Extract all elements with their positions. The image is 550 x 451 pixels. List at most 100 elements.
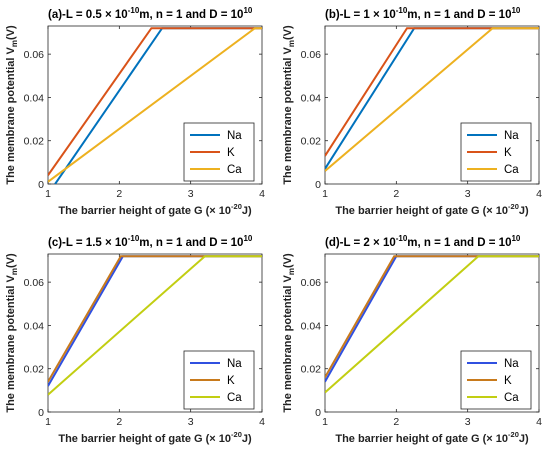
- y-tick-label: 0.02: [301, 136, 322, 148]
- x-axis-label: The barrier height of gate G (× 10-20J): [335, 202, 529, 217]
- title-rest: m, n = 1 and D = 10: [139, 237, 243, 249]
- title-rest: m, n = 1 and D = 10: [407, 9, 511, 21]
- x-axis-label: The barrier height of gate G (× 10-20J): [58, 202, 252, 217]
- legend-label-k: K: [227, 375, 235, 387]
- y-tick-label: 0.04: [301, 320, 322, 332]
- x-tick-label: 2: [393, 416, 399, 428]
- x-axis-label: The barrier height of gate G (× 10-20J): [58, 430, 252, 445]
- y-axis-label: The membrane potential Vm(V): [282, 25, 296, 185]
- legend-label-k: K: [504, 147, 512, 159]
- y-tick-label: 0: [315, 407, 321, 419]
- y-tick-label: 0.02: [24, 136, 45, 148]
- legend: Na K Ca: [183, 350, 255, 410]
- legend-label-ca: Ca: [504, 392, 519, 404]
- y-label-end: (V): [282, 25, 294, 40]
- y-label-subscript: m: [287, 40, 296, 47]
- x-label-main: The barrier height of gate G (× 10: [335, 433, 508, 445]
- title-main: (b)-L = 1 × 10: [325, 9, 396, 21]
- title-exponent: -10: [396, 234, 408, 243]
- y-label-end: (V): [5, 253, 17, 268]
- title-main: (c)-L = 1.5 × 10: [48, 237, 128, 249]
- x-label-exponent: -20: [231, 202, 242, 211]
- y-label-subscript: m: [287, 268, 296, 275]
- legend-label-na: Na: [504, 358, 519, 370]
- x-tick-label: 1: [322, 416, 328, 428]
- legend-label-na: Na: [227, 358, 242, 370]
- title-exponent-2: 10: [243, 234, 252, 243]
- x-tick-label: 4: [536, 416, 542, 428]
- y-axis-label: The membrane potential Vm(V): [282, 253, 296, 413]
- title-exponent-2: 10: [511, 234, 520, 243]
- panel-title: (d)-L = 2 × 10-10m, n = 1 and D = 1010: [325, 234, 521, 249]
- legend: Na K Ca: [183, 122, 255, 182]
- title-exponent: -10: [396, 6, 408, 15]
- y-tick-label: 0.06: [301, 49, 322, 61]
- x-tick-label: 1: [45, 416, 51, 428]
- x-tick-label: 3: [188, 416, 194, 428]
- x-tick-label: 3: [465, 188, 471, 200]
- legend-label-ca: Ca: [504, 164, 519, 176]
- title-main: (a)-L = 0.5 × 10: [48, 9, 128, 21]
- x-label-end: J): [519, 205, 529, 217]
- panel-d: 1 2 3 4 0 0.02 0.04 0.06 (d)-L = 2 × 10-10m, n =…: [282, 234, 542, 445]
- y-tick-label: 0.02: [301, 364, 322, 376]
- legend: Na K Ca: [460, 350, 532, 410]
- y-tick-label: 0.06: [301, 277, 322, 289]
- legend-label-k: K: [227, 147, 235, 159]
- series-line-ca: [325, 255, 539, 394]
- x-label-exponent: -20: [231, 430, 242, 439]
- title-exponent-2: 10: [243, 6, 252, 15]
- y-label-main: The membrane potential V: [5, 274, 17, 412]
- y-label-subscript: m: [10, 40, 19, 47]
- x-tick-label: 4: [536, 188, 542, 200]
- x-label-main: The barrier height of gate G (× 10: [58, 205, 231, 217]
- x-tick-label: 1: [45, 188, 51, 200]
- x-label-exponent: -20: [508, 202, 519, 211]
- x-tick-label: 3: [465, 416, 471, 428]
- x-label-main: The barrier height of gate G (× 10: [335, 205, 508, 217]
- legend-label-k: K: [504, 375, 512, 387]
- y-tick-label: 0: [315, 179, 321, 191]
- series-line-ca: [325, 27, 539, 172]
- x-axis-label: The barrier height of gate G (× 10-20J): [335, 430, 529, 445]
- y-label-main: The membrane potential V: [282, 46, 294, 184]
- y-axis-label: The membrane potential Vm(V): [5, 253, 19, 413]
- x-tick-label: 2: [393, 188, 399, 200]
- panel-title: (b)-L = 1 × 10-10m, n = 1 and D = 1010: [325, 6, 521, 21]
- panel-c: 1 2 3 4 0 0.02 0.04 0.06 (c)-L = 1.5 × 10-10m, n…: [5, 234, 265, 445]
- panel-title: (a)-L = 0.5 × 10-10m, n = 1 and D = 1010: [48, 6, 253, 21]
- y-label-subscript: m: [10, 268, 19, 275]
- x-label-end: J): [519, 433, 529, 445]
- series-line-ca: [48, 255, 262, 396]
- panel-title: (c)-L = 1.5 × 10-10m, n = 1 and D = 1010: [48, 234, 253, 249]
- x-label-exponent: -20: [508, 430, 519, 439]
- x-tick-label: 1: [322, 188, 328, 200]
- x-tick-label: 4: [259, 416, 265, 428]
- x-tick-label: 3: [188, 188, 194, 200]
- panel-b: 1 2 3 4 0 0.02 0.04 0.06 (b)-L = 1 × 10-10m, n =…: [282, 6, 542, 217]
- legend-label-na: Na: [227, 130, 242, 142]
- y-tick-label: 0: [38, 179, 44, 191]
- y-tick-label: 0.06: [24, 277, 45, 289]
- title-exponent: -10: [128, 234, 140, 243]
- y-tick-label: 0.04: [24, 320, 45, 332]
- x-tick-label: 2: [116, 416, 122, 428]
- y-label-main: The membrane potential V: [282, 274, 294, 412]
- x-label-end: J): [242, 433, 252, 445]
- y-label-end: (V): [282, 253, 294, 268]
- x-tick-label: 4: [259, 188, 265, 200]
- title-exponent: -10: [128, 6, 140, 15]
- title-exponent-2: 10: [511, 6, 520, 15]
- title-main: (d)-L = 2 × 10: [325, 237, 396, 249]
- x-tick-label: 2: [116, 188, 122, 200]
- y-tick-label: 0.02: [24, 364, 45, 376]
- y-label-end: (V): [5, 25, 17, 40]
- y-label-main: The membrane potential V: [5, 46, 17, 184]
- y-axis-label: The membrane potential Vm(V): [5, 25, 19, 185]
- series-line-k: [48, 27, 262, 176]
- x-label-end: J): [242, 205, 252, 217]
- x-label-main: The barrier height of gate G (× 10: [58, 433, 231, 445]
- y-tick-label: 0.04: [301, 92, 322, 104]
- series-line-ca: [48, 27, 262, 183]
